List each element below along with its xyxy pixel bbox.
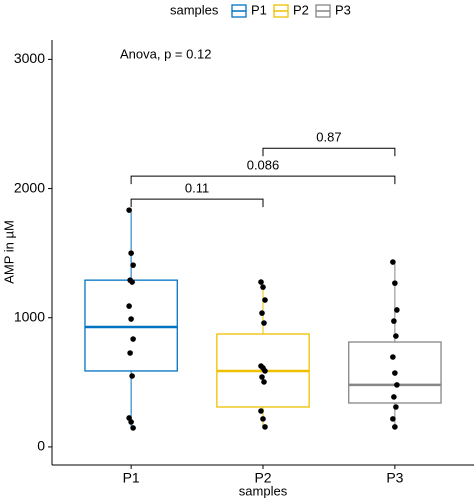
x-tick-label: P3: [386, 470, 403, 486]
data-point: [394, 382, 400, 388]
data-point: [130, 425, 136, 431]
data-point: [260, 284, 266, 290]
y-tick-label: 3000: [14, 50, 45, 66]
data-point: [258, 408, 264, 414]
data-point: [126, 303, 132, 309]
data-point: [262, 297, 268, 303]
y-axis-label: AMP in µM: [1, 220, 16, 284]
x-tick-label: P2: [254, 470, 271, 486]
data-point: [392, 280, 398, 286]
legend-title: samples: [170, 2, 219, 17]
p-value-label: 0.086: [247, 158, 280, 173]
data-point: [394, 307, 400, 313]
data-point: [390, 354, 396, 360]
y-tick-label: 1000: [14, 308, 45, 324]
data-point: [129, 373, 135, 379]
data-point: [390, 416, 396, 422]
data-point: [261, 320, 267, 326]
data-point: [262, 368, 268, 374]
data-point: [391, 318, 397, 324]
data-point: [392, 370, 398, 376]
data-point: [126, 207, 132, 213]
x-tick-label: P1: [123, 470, 140, 486]
data-point: [262, 424, 268, 430]
legend-label: P1: [251, 2, 267, 17]
data-point: [393, 404, 399, 410]
data-point: [392, 424, 398, 430]
comparison-bracket: [130, 198, 264, 208]
data-point: [390, 259, 396, 265]
data-point: [128, 419, 134, 425]
p-value-label: 0.11: [185, 181, 209, 196]
legend-label: P3: [335, 2, 351, 17]
data-point: [130, 336, 136, 342]
comparison-bracket: [130, 175, 396, 185]
data-point: [260, 416, 266, 422]
data-point: [261, 379, 267, 385]
box: [84, 279, 178, 372]
data-point: [258, 279, 264, 285]
data-point: [391, 394, 397, 400]
data-point: [128, 316, 134, 322]
data-point: [259, 374, 265, 380]
y-tick-label: 0: [37, 438, 45, 454]
data-point: [130, 262, 136, 268]
data-point: [127, 350, 133, 356]
data-point: [259, 310, 265, 316]
p-value-label: 0.87: [316, 130, 341, 145]
data-point: [393, 333, 399, 339]
y-tick-label: 2000: [14, 179, 45, 195]
annotation: Anova, p = 0.12: [120, 46, 211, 61]
data-point: [128, 250, 134, 256]
data-point: [129, 279, 135, 285]
comparison-bracket: [262, 147, 396, 157]
legend-label: P2: [293, 2, 309, 17]
x-axis-label: samples: [239, 483, 288, 498]
